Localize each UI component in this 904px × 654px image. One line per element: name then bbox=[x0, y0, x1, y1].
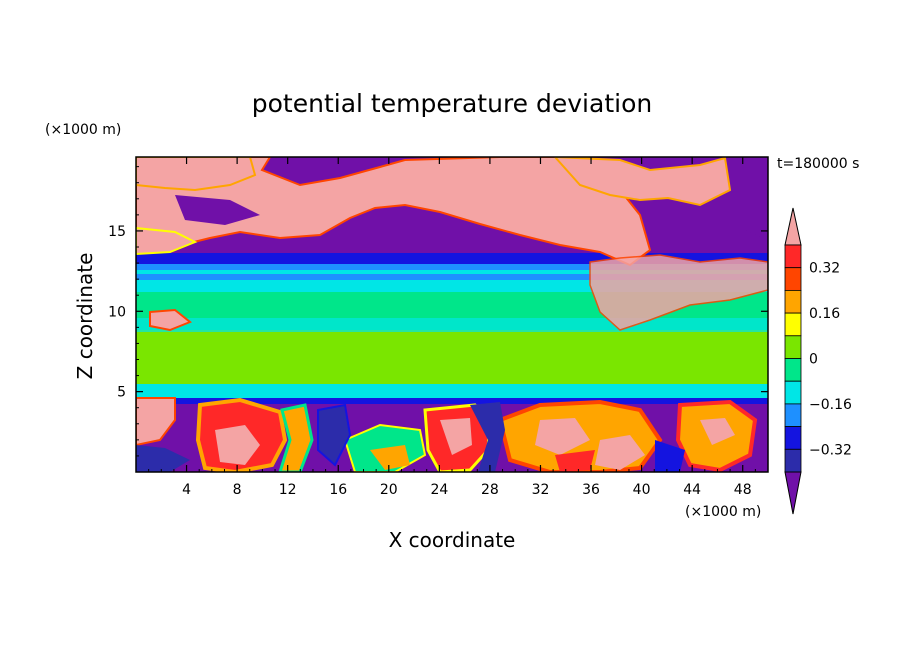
y-axis-ticks: 5 10 15 bbox=[108, 166, 768, 457]
x-tick-label: 12 bbox=[279, 482, 297, 498]
x-tick-label: 8 bbox=[233, 482, 242, 498]
colorbar-box bbox=[784, 358, 802, 382]
colorbar-label: 0 bbox=[809, 352, 818, 368]
x-tick-label: 20 bbox=[380, 482, 398, 498]
y-tick-label: 10 bbox=[108, 304, 126, 320]
colorbar-box bbox=[784, 335, 802, 359]
x-tick-label: 28 bbox=[481, 482, 499, 498]
x-tick-label: 32 bbox=[532, 482, 550, 498]
colorbar-label: 0.16 bbox=[809, 306, 840, 322]
y-unit-label: (×1000 m) bbox=[45, 122, 121, 138]
colorbar-box bbox=[784, 244, 802, 269]
colorbar-box bbox=[784, 380, 802, 405]
colorbar-label: −0.16 bbox=[809, 397, 852, 413]
y-axis-label: Z coordinate bbox=[73, 253, 97, 380]
x-tick-label: 40 bbox=[633, 482, 651, 498]
colorbar-label: 0.32 bbox=[809, 261, 840, 277]
colorbar-label: −0.32 bbox=[809, 442, 852, 458]
x-axis-label: X coordinate bbox=[389, 528, 516, 552]
x-tick-label: 4 bbox=[182, 482, 191, 498]
x-unit-label: (×1000 m) bbox=[685, 504, 761, 520]
colorbar: 0.32 0.16 0 −0.16 −0.32 bbox=[784, 207, 852, 515]
colorbar-box bbox=[784, 289, 802, 314]
colorbar-box bbox=[784, 426, 802, 450]
x-tick-label: 44 bbox=[683, 482, 701, 498]
x-tick-label: 16 bbox=[329, 482, 347, 498]
x-axis-ticks: 4 8 12 16 20 24 28 32 36 40 44 48 bbox=[148, 157, 756, 498]
contour-field bbox=[136, 157, 768, 472]
chart-title: potential temperature deviation bbox=[252, 89, 652, 118]
colorbar-box bbox=[784, 267, 802, 291]
colorbar-max-triangle bbox=[784, 207, 802, 246]
colorbar-box bbox=[784, 403, 802, 427]
colorbar-box bbox=[784, 448, 802, 473]
colorbar-box bbox=[784, 312, 802, 337]
colorbar-min-triangle bbox=[784, 471, 802, 515]
x-tick-label: 24 bbox=[430, 482, 448, 498]
time-label: t=180000 s bbox=[777, 156, 859, 172]
x-tick-label: 36 bbox=[582, 482, 600, 498]
y-tick-label: 5 bbox=[117, 385, 126, 401]
y-tick-label: 15 bbox=[108, 224, 126, 240]
x-tick-label: 48 bbox=[734, 482, 752, 498]
